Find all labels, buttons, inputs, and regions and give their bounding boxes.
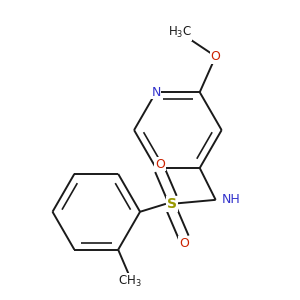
Text: H$_3$C: H$_3$C [168, 25, 192, 40]
Text: NH: NH [222, 193, 240, 206]
Text: CH$_3$: CH$_3$ [118, 274, 142, 289]
Text: O: O [211, 50, 220, 63]
Text: S: S [167, 197, 177, 211]
Text: O: O [179, 237, 189, 250]
Text: O: O [155, 158, 165, 170]
Text: N: N [151, 86, 161, 99]
